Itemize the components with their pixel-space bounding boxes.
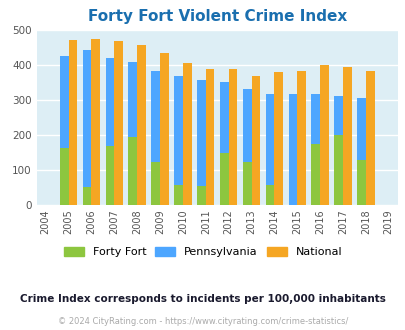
- Bar: [242, 89, 251, 205]
- Bar: [83, 50, 91, 205]
- Bar: [251, 76, 260, 205]
- Bar: [128, 137, 137, 205]
- Bar: [196, 80, 205, 205]
- Bar: [265, 94, 274, 205]
- Bar: [160, 53, 168, 205]
- Bar: [365, 71, 374, 205]
- Bar: [68, 40, 77, 205]
- Bar: [265, 185, 274, 205]
- Title: Forty Fort Violent Crime Index: Forty Fort Violent Crime Index: [87, 9, 346, 24]
- Bar: [242, 162, 251, 205]
- Bar: [333, 135, 342, 205]
- Bar: [174, 185, 183, 205]
- Bar: [105, 146, 114, 205]
- Bar: [60, 56, 68, 205]
- Text: © 2024 CityRating.com - https://www.cityrating.com/crime-statistics/: © 2024 CityRating.com - https://www.city…: [58, 317, 347, 326]
- Bar: [333, 96, 342, 205]
- Bar: [91, 39, 100, 205]
- Bar: [296, 71, 305, 205]
- Bar: [151, 162, 160, 205]
- Bar: [174, 76, 183, 205]
- Bar: [274, 72, 282, 205]
- Bar: [60, 148, 68, 205]
- Bar: [183, 63, 191, 205]
- Bar: [205, 69, 214, 205]
- Bar: [151, 71, 160, 205]
- Bar: [83, 187, 91, 205]
- Bar: [311, 94, 319, 205]
- Bar: [356, 98, 365, 205]
- Bar: [220, 82, 228, 205]
- Bar: [196, 186, 205, 205]
- Bar: [114, 41, 123, 205]
- Legend: Forty Fort, Pennsylvania, National: Forty Fort, Pennsylvania, National: [59, 242, 346, 262]
- Bar: [105, 58, 114, 205]
- Bar: [128, 62, 137, 205]
- Bar: [228, 69, 237, 205]
- Bar: [342, 67, 351, 205]
- Bar: [319, 65, 328, 205]
- Text: Crime Index corresponds to incidents per 100,000 inhabitants: Crime Index corresponds to incidents per…: [20, 294, 385, 304]
- Bar: [288, 94, 296, 205]
- Bar: [137, 46, 145, 205]
- Bar: [311, 144, 319, 205]
- Bar: [356, 160, 365, 205]
- Bar: [220, 153, 228, 205]
